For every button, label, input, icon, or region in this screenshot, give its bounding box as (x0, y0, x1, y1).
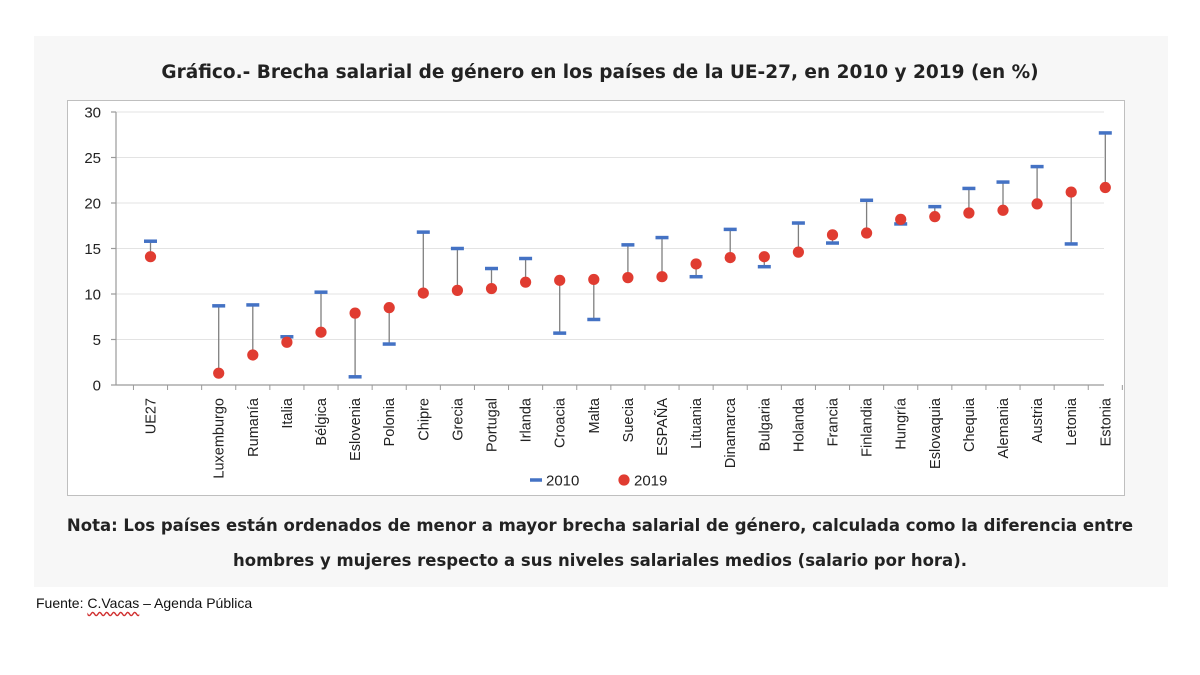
category-label: Alemania (996, 397, 1012, 458)
point-2019 (349, 307, 361, 319)
y-tick-label: 5 (93, 332, 101, 349)
category-label: Francia (826, 397, 842, 446)
category-label: Eslovenia (348, 397, 364, 461)
note-line-1: Nota: Los países están ordenados de meno… (66, 516, 1134, 535)
category-label: Suecia (621, 397, 637, 442)
plot-frame (67, 100, 1125, 496)
point-2019 (792, 246, 805, 258)
chart-title: Gráfico.- Brecha salarial de género en l… (161, 62, 1039, 83)
category-label: Croacia (553, 397, 569, 448)
category-label: Holanda (791, 397, 807, 452)
y-tick-label: 10 (84, 287, 101, 304)
y-tick-label: 0 (93, 378, 101, 395)
source-author: C.Vacas (87, 595, 140, 611)
category-label: Rumanía (246, 397, 262, 457)
category-label: Bulgaria (757, 397, 773, 451)
legend-label-2019: 2019 (634, 473, 667, 490)
point-2019 (1065, 186, 1077, 198)
point-2019 (485, 282, 498, 295)
legend-marker-2019 (618, 474, 630, 486)
point-2019 (213, 367, 225, 379)
y-tick-label: 20 (84, 196, 101, 213)
point-2019 (758, 251, 770, 263)
point-2019 (417, 287, 429, 299)
point-2019 (281, 336, 293, 348)
category-label: Finlandia (860, 397, 876, 457)
category-label: Bélgica (314, 397, 330, 445)
point-2019 (1099, 181, 1111, 194)
point-2019 (690, 258, 702, 270)
category-label: Estonia (1098, 397, 1114, 446)
category-label: ESPAÑA (654, 398, 671, 456)
point-2019 (554, 274, 566, 286)
point-2019 (622, 272, 634, 284)
category-label: Letonia (1064, 397, 1080, 446)
category-label: Grecia (450, 397, 466, 441)
legend-label-2010: 2010 (546, 473, 579, 490)
category-label: Irlanda (519, 397, 535, 442)
y-tick-label: 15 (84, 241, 101, 258)
point-2019 (315, 326, 327, 338)
point-2019 (724, 252, 736, 264)
point-2019 (451, 284, 463, 296)
category-label: Portugal (485, 398, 501, 452)
category-label: UE27 (144, 398, 160, 434)
point-2019 (963, 207, 975, 219)
category-label: Malta (587, 397, 603, 433)
category-label: Polonia (382, 397, 398, 446)
category-label: Chipre (416, 398, 432, 441)
category-label: Austria (1030, 397, 1046, 443)
category-label: Chequia (962, 397, 978, 452)
category-label: Dinamarca (723, 397, 739, 468)
point-2019 (895, 213, 907, 225)
point-2019 (247, 349, 259, 361)
point-2019 (520, 276, 532, 288)
point-2019 (929, 211, 941, 223)
source-credit: Fuente: C.Vacas – Agenda Pública (36, 595, 252, 611)
source-suffix: – Agenda Pública (139, 595, 253, 611)
category-label: Lituania (689, 397, 705, 449)
category-label: Eslovaquia (928, 397, 944, 469)
source-prefix: Fuente: (36, 595, 88, 611)
y-tick-label: 30 (84, 105, 101, 122)
point-2019 (826, 229, 839, 241)
point-2019 (588, 273, 600, 286)
point-2019 (144, 251, 157, 263)
point-2019 (861, 227, 873, 239)
category-label: Hungría (894, 397, 910, 450)
point-2019 (997, 204, 1009, 216)
note-line-2: hombres y mujeres respecto a sus niveles… (232, 551, 968, 570)
point-2019 (656, 271, 668, 283)
y-tick-label: 25 (84, 150, 101, 167)
point-2019 (1031, 198, 1043, 210)
category-label: Italia (280, 397, 296, 429)
category-label: Luxemburgo (212, 398, 228, 479)
point-2019 (383, 302, 395, 314)
